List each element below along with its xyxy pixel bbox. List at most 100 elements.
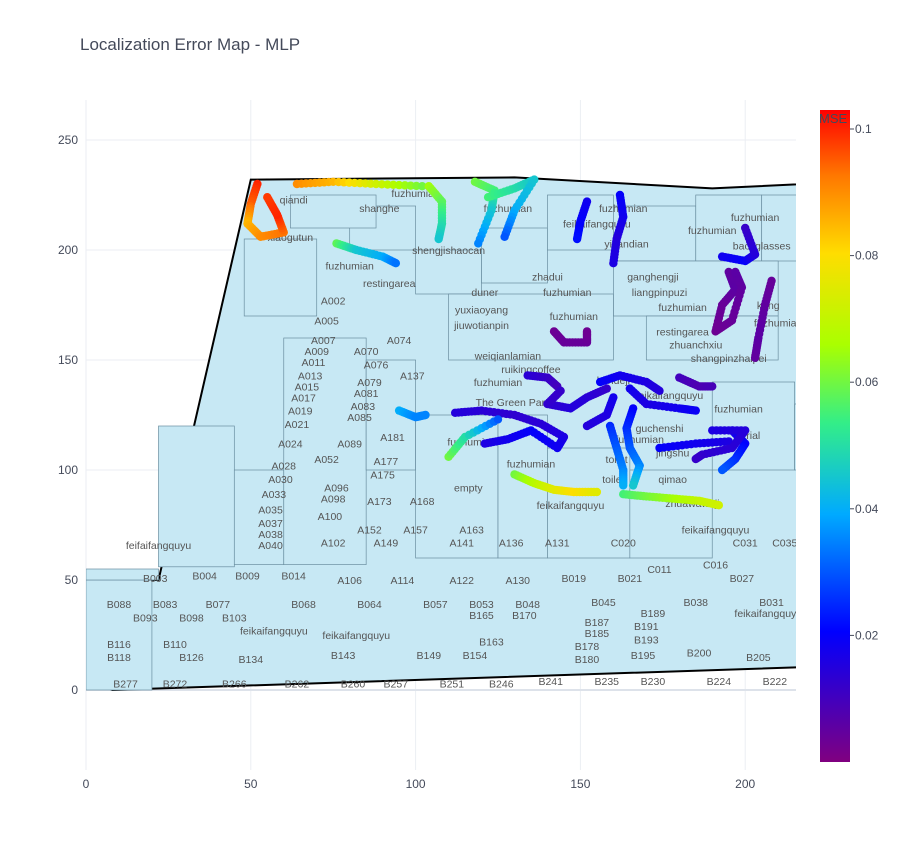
error-point [881, 297, 889, 305]
error-point [692, 455, 700, 463]
error-point [876, 298, 884, 306]
error-point [861, 294, 869, 302]
shop-label: B014 [281, 571, 306, 583]
shop-label: C016 [703, 560, 728, 572]
shop-label: fuzhumian [886, 241, 900, 253]
shop-label: A173 [367, 496, 392, 508]
error-point [870, 278, 878, 286]
shop-label: B260 [341, 678, 366, 690]
shop-label: liangpinpuzi [632, 287, 687, 299]
shop-outline [894, 492, 900, 558]
shop-label: A100 [318, 511, 343, 523]
shop-label: B241 [538, 676, 563, 688]
shop-label: A002 [321, 296, 346, 308]
shop-label: B057 [423, 599, 448, 611]
shop-label: B027 [730, 573, 755, 585]
shop-label: B266 [222, 678, 247, 690]
shop-label: qimao [658, 474, 687, 486]
shop-label: A177 [374, 456, 399, 468]
error-point [692, 406, 700, 414]
shop-label: C020 [611, 538, 636, 550]
shop-label: A114 [391, 575, 415, 587]
error-point [872, 289, 880, 297]
error-point [858, 293, 866, 301]
shop-label: B165 [469, 610, 494, 622]
shop-label: B068 [291, 599, 316, 611]
shop-label: shanghe [359, 203, 399, 215]
error-point [867, 280, 875, 288]
colorbar-tick-label: 0.06 [855, 375, 879, 389]
shop-label: A074 [387, 335, 412, 347]
shop-label: B038 [683, 597, 708, 609]
shop-label: ROSEN [845, 307, 882, 319]
shop-label: B272 [163, 678, 188, 690]
error-point [879, 298, 887, 306]
shop-label: fuzhumian [325, 260, 374, 272]
shop-label: A136 [499, 538, 524, 550]
shop-label: C031 [733, 538, 758, 550]
shop-label: A024 [278, 439, 303, 451]
shop-label: feifaifangquyu [126, 540, 192, 552]
shop-label: B103 [222, 612, 247, 624]
error-point [864, 295, 872, 303]
error-point [883, 282, 891, 290]
error-point [891, 274, 899, 282]
shop-label: B077 [206, 599, 231, 611]
x-tick-label: 100 [406, 777, 426, 791]
shop-outline [244, 239, 317, 316]
shop-label: B185 [585, 628, 610, 640]
shop-label: B083 [153, 599, 178, 611]
shop-label: A089 [337, 439, 362, 451]
shop-label: weiqianlamian [474, 351, 542, 363]
shop-outline [712, 382, 794, 470]
error-point [556, 387, 564, 395]
shop-label: yikandian [604, 238, 649, 250]
error-point [856, 292, 864, 300]
colorbar-gradient [820, 110, 850, 762]
shop-label: B009 [235, 571, 260, 583]
shop-label: B093 [133, 612, 158, 624]
error-point [718, 466, 726, 474]
shop-label: fuzhumian [550, 311, 599, 323]
error-point [392, 259, 400, 267]
shop-label: yuxiaoyang [455, 304, 508, 316]
shop-label: A035 [258, 505, 283, 517]
shop-label: A030 [268, 474, 293, 486]
shop-label: B210 [796, 652, 821, 664]
error-point [500, 233, 508, 241]
shop-label: A163 [459, 524, 484, 536]
shop-label: B257 [384, 678, 409, 690]
shop-label: fuzhumian [616, 434, 665, 446]
shop-label: A011 [302, 357, 326, 369]
error-point [867, 291, 875, 299]
shop-label: feikaifangquyu [537, 500, 605, 512]
error-point [655, 387, 663, 395]
shop-label: fuzhumian [688, 225, 737, 237]
shop-label: fuzhumian [886, 260, 900, 272]
shop-label: B189 [641, 608, 666, 620]
shop-label: baoliglasses [733, 241, 791, 253]
shop-label: A040 [258, 540, 283, 552]
error-point [573, 235, 581, 243]
shop-label: fuzhumian [658, 302, 707, 314]
colorbar-title: MSE [819, 111, 848, 126]
error-point [851, 287, 859, 295]
y-tick-label: 150 [58, 353, 78, 367]
error-point [890, 295, 898, 303]
error-point [708, 382, 716, 390]
shop-label: feikaifangquyu [240, 626, 308, 638]
shop-label: B262 [285, 678, 310, 690]
colorbar-tick-label: 0.1 [855, 122, 872, 136]
shop-label: A005 [314, 315, 339, 327]
shop-label: B116 [107, 639, 131, 651]
error-point [629, 481, 637, 489]
shop-label: B193 [634, 634, 659, 646]
colorbar-tick-label: 0.02 [855, 628, 879, 642]
error-point [853, 291, 861, 299]
shop-label: B178 [575, 641, 600, 653]
error-point [751, 354, 759, 362]
error-point [879, 285, 887, 293]
shop-label: feikaifangquyu [322, 630, 390, 642]
